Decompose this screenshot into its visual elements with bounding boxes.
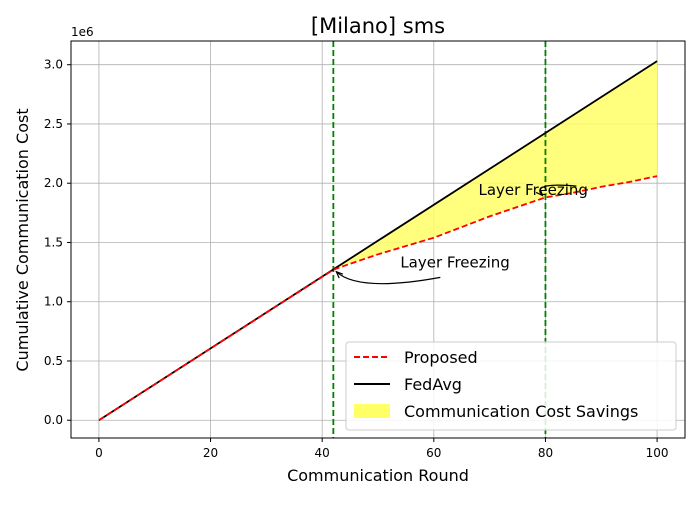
annotation-arrow [539,184,577,196]
annotations: Layer Freezing Layer Freezing [335,181,588,285]
x-tick-label: 60 [426,446,441,460]
legend-label-fedavg: FedAvg [404,375,462,394]
annotation-arrowhead [335,270,344,279]
y-tick-label: 2.5 [44,117,63,131]
x-axis-label: Communication Round [287,466,469,485]
legend-swatch-savings [354,404,390,418]
chart-title: [Milano] sms [311,14,445,38]
y-tick-label: 1.5 [44,235,63,249]
annotation-text: Layer Freezing [478,181,588,199]
legend-label-proposed: Proposed [404,348,478,367]
y-tick-label: 0.5 [44,354,63,368]
y-axis-ticks: 0.0 0.5 1.0 1.5 2.0 2.5 3.0 [44,58,71,427]
y-axis-label: Cumulative Communication Cost [13,108,32,371]
y-tick-label: 0.0 [44,413,63,427]
y-tick-label: 3.0 [44,58,63,72]
x-tick-label: 80 [538,446,553,460]
x-tick-label: 40 [315,446,330,460]
series-line-proposed [98,175,658,421]
legend-box [345,341,677,431]
legend-label-savings: Communication Cost Savings [404,402,638,421]
y-tick-label: 2.0 [44,176,63,190]
y-tick-label: 1.0 [44,295,63,309]
annotation-arrow [335,271,441,285]
x-tick-label: 20 [203,446,218,460]
x-axis-ticks: 0 20 40 60 80 100 [95,438,669,460]
x-tick-label: 100 [646,446,669,460]
x-tick-label: 0 [95,446,103,460]
annotation-arrowhead [535,188,544,197]
legend: Proposed FedAvg Communication Cost Savin… [345,341,677,431]
annotation-text: Layer Freezing [400,253,510,271]
y-offset-label: 1e6 [71,25,94,39]
plot-frame [70,40,686,439]
